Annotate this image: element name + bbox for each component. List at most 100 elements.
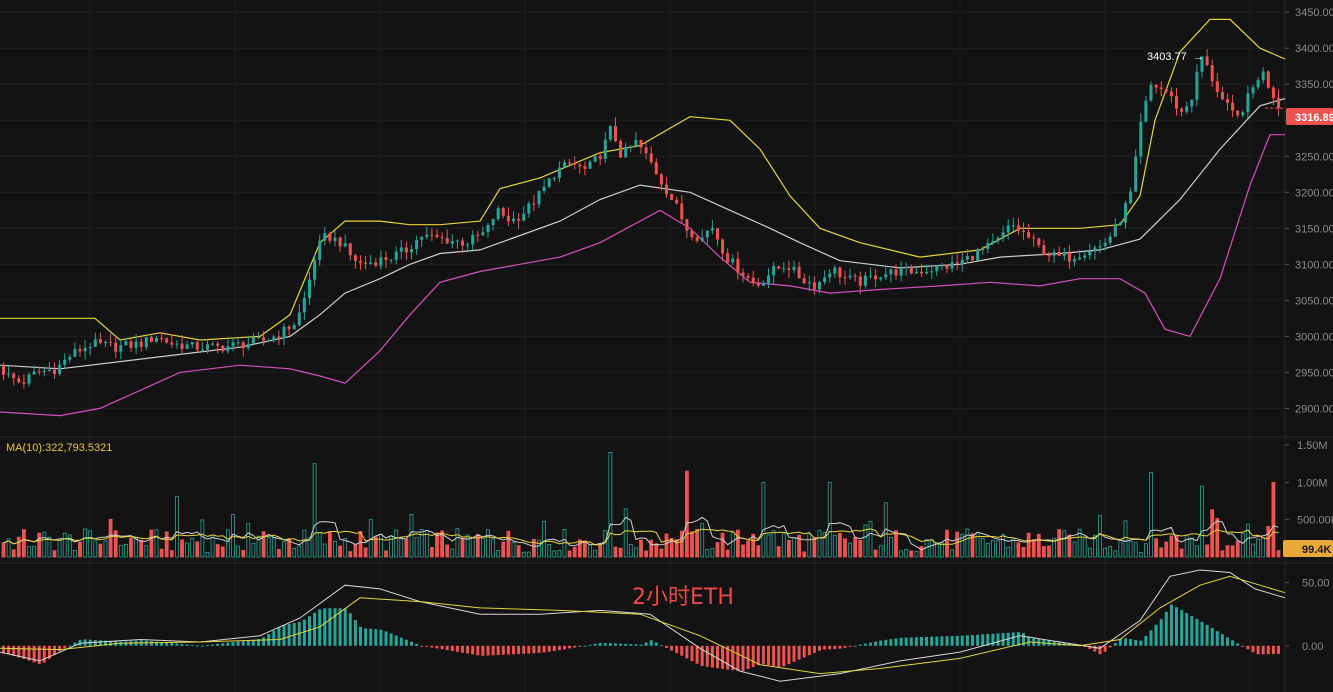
volume-bar xyxy=(1057,529,1062,558)
candle-body xyxy=(573,163,577,165)
candle-body xyxy=(654,162,658,175)
price-axis-tick-label: 2950.00 xyxy=(1295,367,1333,379)
candle-body xyxy=(802,278,806,284)
last-volume-tag[interactable]: 99.4K xyxy=(1283,540,1333,557)
macd-histogram-bar xyxy=(226,642,230,646)
macd-histogram-bar xyxy=(63,645,67,649)
volume-bar xyxy=(787,539,791,558)
macd-histogram-bar xyxy=(246,640,250,646)
macd-histogram-bar xyxy=(308,616,311,646)
volume-bar xyxy=(1098,515,1102,558)
macd-histogram-bar xyxy=(195,645,199,647)
volume-bar xyxy=(685,470,689,558)
macd-histogram-bar xyxy=(1241,645,1245,647)
volume-bar xyxy=(343,538,348,558)
candle-body xyxy=(1195,71,1199,100)
volume-bar xyxy=(725,549,730,558)
macd-histogram-bar xyxy=(1103,645,1107,652)
volume-bar xyxy=(904,549,909,558)
volume-bar xyxy=(1195,545,1199,558)
candle-body xyxy=(369,262,373,264)
candle-body xyxy=(58,364,62,374)
macd-histogram-bar xyxy=(42,645,46,663)
volume-bar xyxy=(108,518,113,558)
volume-bar xyxy=(572,546,577,558)
high-marker-label: 3403.77 xyxy=(1147,51,1187,63)
volume-bar xyxy=(1220,550,1225,558)
candle-body xyxy=(991,241,995,243)
candle-body xyxy=(78,348,82,352)
macd-histogram-bar xyxy=(1185,613,1189,646)
candle-body xyxy=(950,262,954,269)
volume-bar xyxy=(98,543,103,558)
macd-histogram-bar xyxy=(379,629,383,646)
volume-bar xyxy=(429,547,434,558)
candle-body xyxy=(481,232,485,236)
volume-bar xyxy=(353,543,358,558)
volume-bar xyxy=(1042,546,1046,558)
macd-histogram-bar xyxy=(598,642,602,646)
volume-bar xyxy=(1103,547,1107,558)
volume-bar xyxy=(389,535,394,558)
macd-histogram-bar xyxy=(1129,639,1133,646)
volume-bar xyxy=(593,549,597,558)
macd-histogram-bar xyxy=(53,645,56,656)
volume-bar xyxy=(1240,533,1245,558)
macd-histogram-bar xyxy=(1277,645,1280,654)
candle-body xyxy=(22,382,26,384)
macd-histogram-bar xyxy=(818,645,821,651)
candle-body xyxy=(226,346,230,352)
candle-body xyxy=(1169,91,1173,97)
candle-body xyxy=(1241,112,1245,116)
candle-body xyxy=(741,272,745,276)
candle-body xyxy=(1180,108,1184,112)
volume-bar xyxy=(542,520,546,558)
volume-bar xyxy=(1108,545,1113,558)
macd-histogram-bar xyxy=(287,624,291,646)
candle-body xyxy=(1231,102,1235,111)
candle-body xyxy=(2,365,5,375)
bollinger-lower-band xyxy=(0,134,1285,417)
macd-axis-tick-label: 0.00 xyxy=(1302,641,1323,653)
last-price-tag-bg xyxy=(1286,108,1333,125)
candle-body xyxy=(578,164,582,167)
volume-bar xyxy=(741,544,745,558)
macd-histogram-bar xyxy=(104,640,107,646)
candle-body xyxy=(593,156,597,162)
macd-histogram-bar xyxy=(476,645,480,656)
candle-body xyxy=(522,213,526,221)
volume-ma5-line xyxy=(3,516,1279,551)
macd-histogram-bar xyxy=(231,642,235,646)
candle-body xyxy=(629,146,633,148)
macd-histogram-bar xyxy=(1011,632,1015,646)
volume-bar xyxy=(521,551,526,558)
volume-bar xyxy=(169,550,174,558)
macd-histogram-bar xyxy=(170,643,174,646)
volume-bar xyxy=(608,452,613,558)
macd-histogram-bar xyxy=(665,645,668,648)
candle-body xyxy=(1088,251,1092,256)
last-price-tag[interactable]: 3316.89 xyxy=(1286,108,1333,125)
candle-body xyxy=(680,203,684,220)
candle-body xyxy=(272,336,276,341)
volume-ma-label: MA(10):322,793.5321 xyxy=(6,442,112,454)
candle-body xyxy=(134,341,138,348)
macd-histogram-bar xyxy=(1256,645,1260,655)
candle-body xyxy=(935,265,939,272)
candle-body xyxy=(389,259,393,261)
volume-bar xyxy=(251,543,256,558)
macd-histogram-bar xyxy=(981,634,985,646)
candle-body xyxy=(1277,97,1280,109)
volume-bar xyxy=(532,539,536,558)
volume-bar xyxy=(705,549,710,558)
macd-histogram-bar xyxy=(537,645,541,653)
candle-body xyxy=(313,259,317,280)
macd-histogram-bar xyxy=(563,645,566,650)
candle-body xyxy=(1256,80,1260,88)
volume-bar xyxy=(496,550,501,558)
candle-body xyxy=(976,250,980,261)
volume-bar xyxy=(118,545,123,558)
volume-bar xyxy=(848,542,852,558)
macd-dif-line xyxy=(0,569,1286,682)
